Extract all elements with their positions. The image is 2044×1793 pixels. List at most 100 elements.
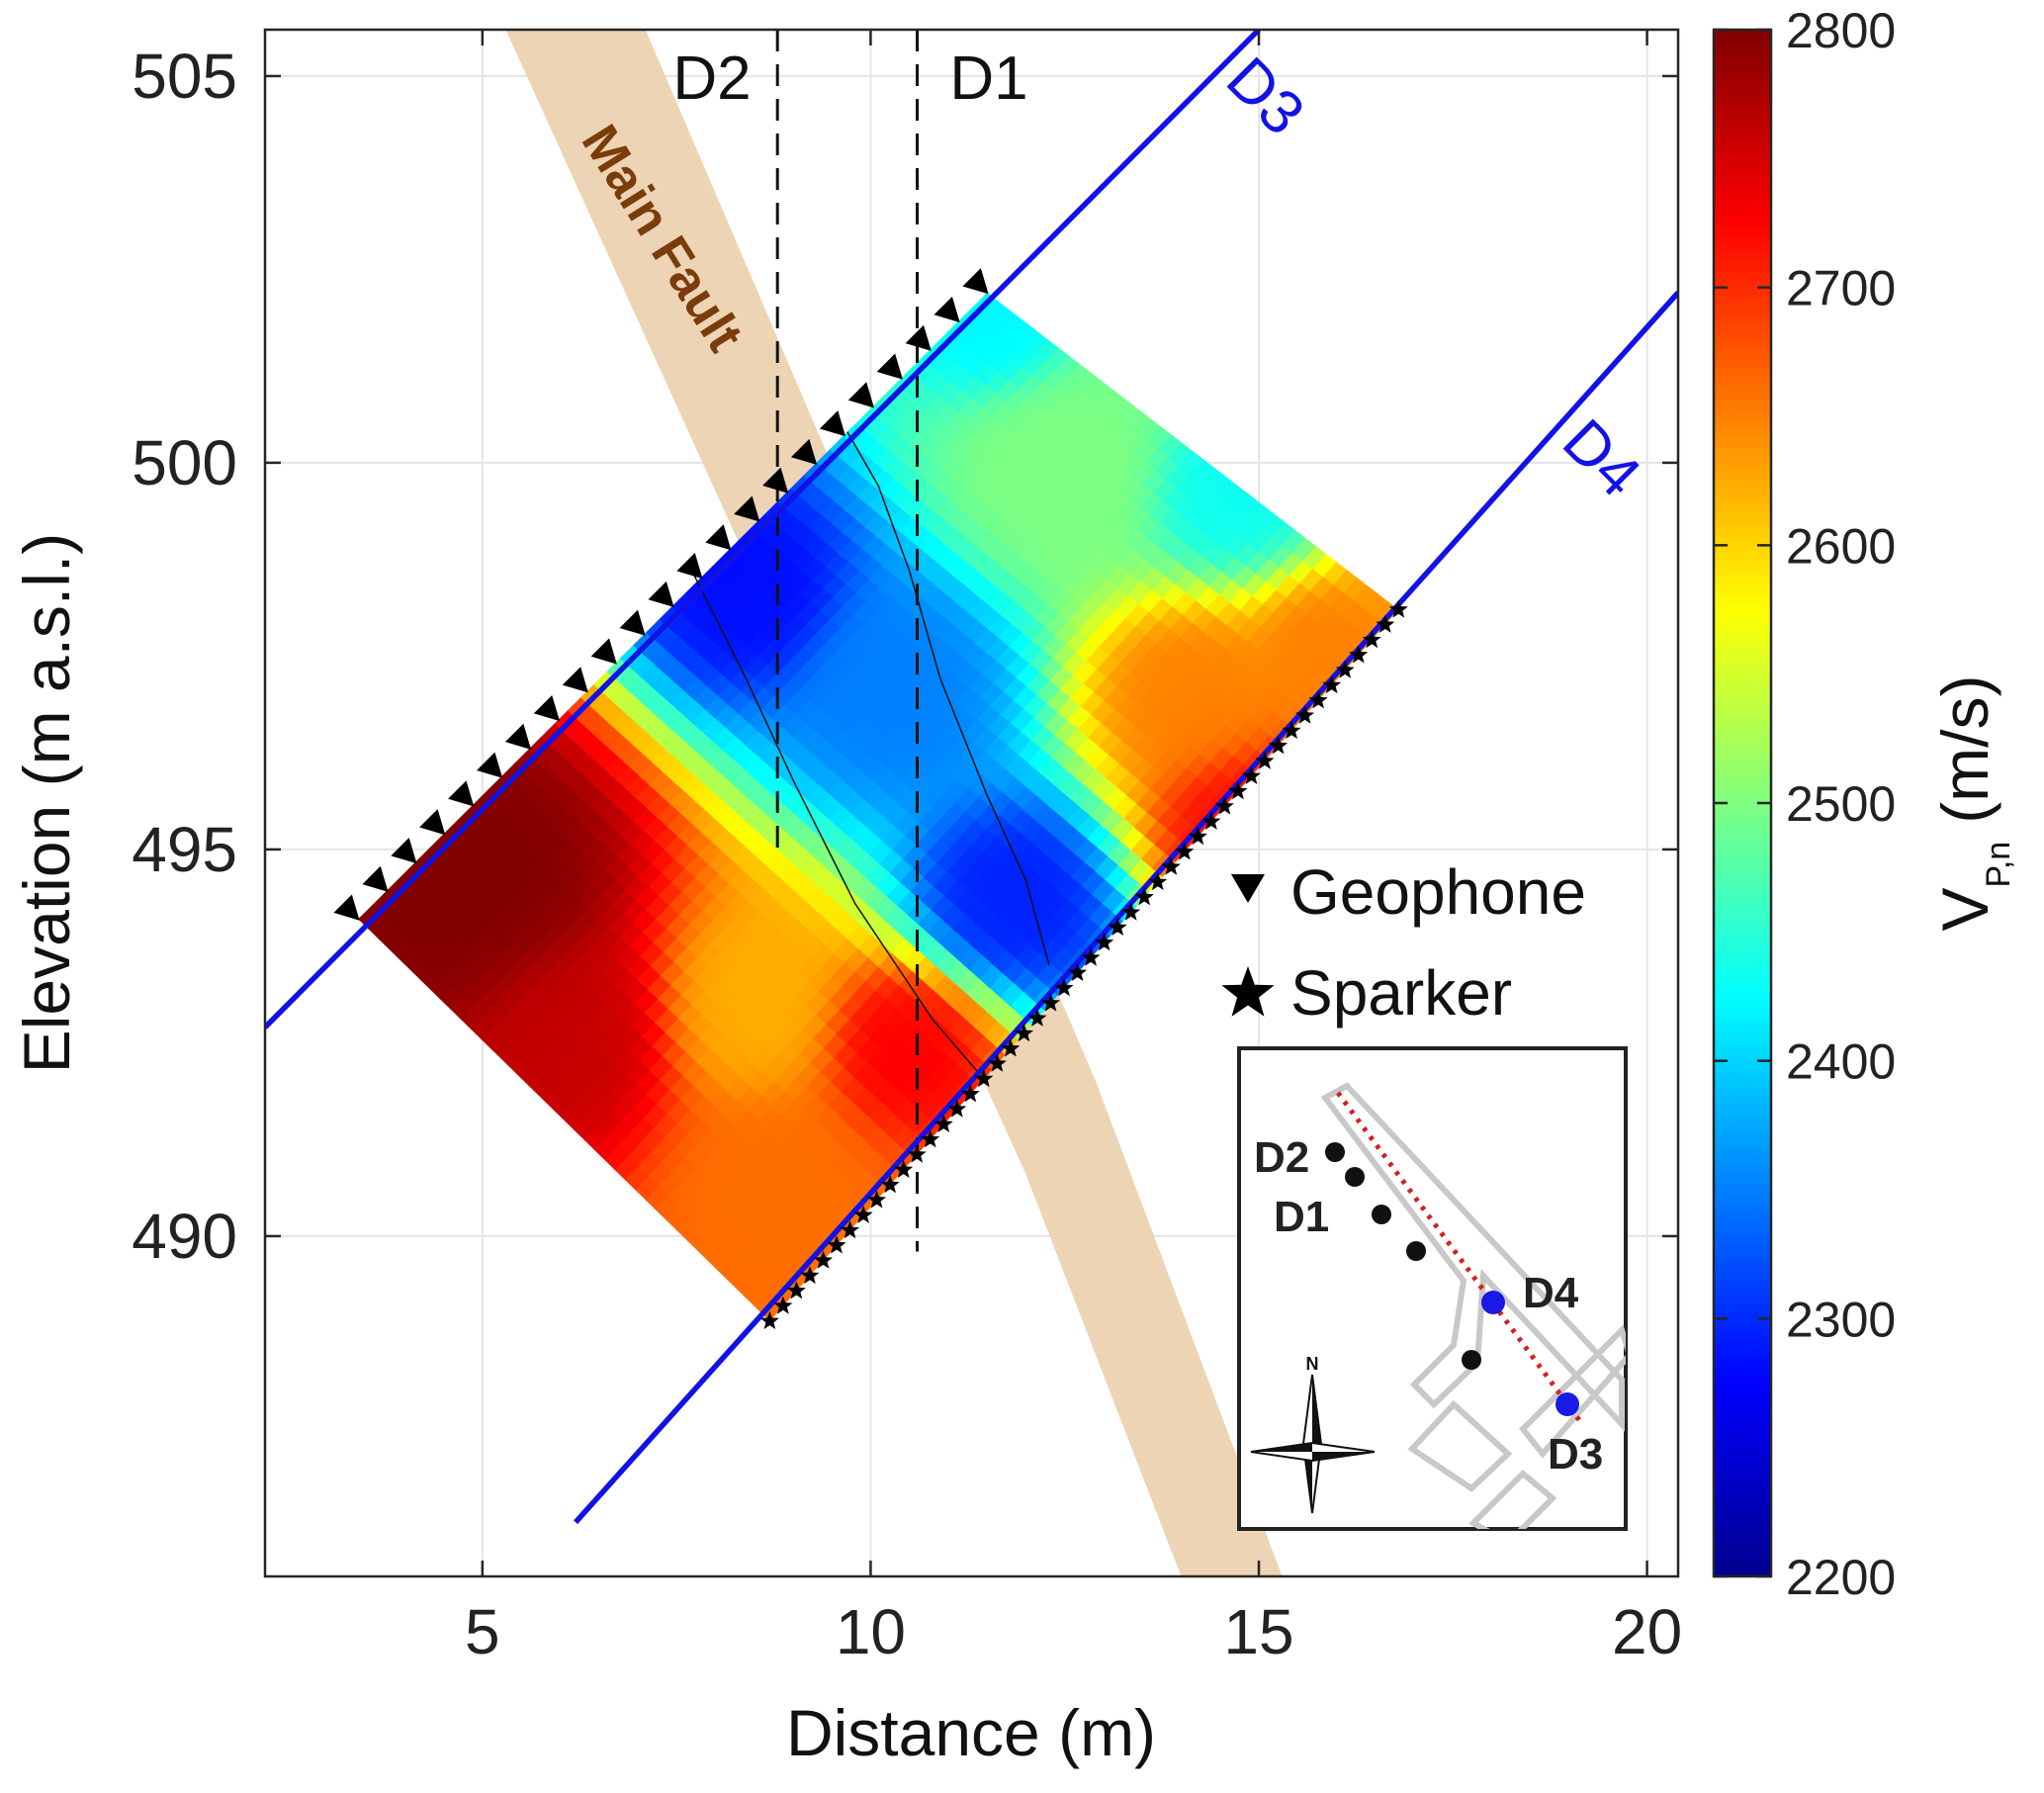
- colorbar-tick-label: 2200: [1786, 1550, 1896, 1605]
- geophone-marker: [477, 752, 503, 778]
- sparker-marker: [1161, 856, 1181, 875]
- legend: Geophone Sparker: [1221, 856, 1586, 1029]
- sparker-marker: [773, 1296, 793, 1314]
- y-tick-label: 495: [132, 814, 237, 885]
- inset-label-d4: D4: [1523, 1269, 1579, 1317]
- geophone-marker: [648, 581, 674, 608]
- colorbar-title: VP,n (m/s): [1928, 675, 2017, 932]
- geophone-marker: [448, 780, 475, 807]
- inset-profile-line: [1335, 1091, 1585, 1426]
- colorbar-tick-label: 2500: [1786, 776, 1896, 832]
- inset-borehole-dot: [1406, 1241, 1426, 1261]
- y-axis-title: Elevation (m a.s.l.): [10, 533, 83, 1074]
- colorbar-tick-label: 2800: [1786, 3, 1896, 58]
- sparker-marker: [1242, 765, 1261, 784]
- colorbar-title-unit: (m/s): [1928, 675, 2001, 824]
- x-tick-label: 15: [1223, 1596, 1293, 1667]
- geophone-marker: [791, 438, 818, 466]
- sparker-marker: [1388, 599, 1408, 618]
- sparker-marker: [1308, 690, 1328, 709]
- sparker-marker: [907, 1144, 927, 1163]
- sparker-marker: [1054, 978, 1074, 997]
- sparker-legend-marker: [1221, 966, 1275, 1017]
- inset-borehole-dot: [1325, 1142, 1345, 1162]
- borehole-line-d4: [574, 291, 1678, 1525]
- borehole-line-d3: [265, 30, 1261, 1030]
- geophone-marker: [847, 382, 874, 408]
- geophone-marker: [619, 609, 646, 636]
- sparker-marker: [974, 1069, 994, 1088]
- sparker-marker: [960, 1084, 980, 1103]
- sparker-marker: [1282, 721, 1301, 739]
- borehole-lines: [265, 30, 1678, 1525]
- location-inset: D2 D1 D4 D3 N: [1237, 1046, 1628, 1531]
- y-tick-label: 505: [132, 41, 237, 112]
- colorbar-tick-label: 2400: [1786, 1034, 1896, 1090]
- sparker-marker: [1322, 675, 1342, 694]
- sparker-marker: [987, 1053, 1007, 1072]
- geophone-marker: [676, 553, 703, 580]
- geophone-marker: [333, 894, 360, 921]
- colorbar-tick-label: 2700: [1786, 261, 1896, 316]
- sparker-markers: [759, 599, 1408, 1329]
- geophone-marker: [391, 837, 417, 864]
- sparker-marker: [867, 1190, 887, 1209]
- axis-tick-labels: 5 10 15 20 490 495 500 505: [132, 41, 1682, 1667]
- colorbar-ticks: 2200 2300 2400 2500 2600 2700 2800: [1714, 3, 1896, 1605]
- inset-borehole-dot: [1372, 1205, 1391, 1224]
- sparker-marker: [1255, 751, 1275, 769]
- sparker-marker: [880, 1175, 900, 1194]
- sparker-marker: [1081, 947, 1101, 966]
- sparker-marker: [1269, 736, 1289, 755]
- borehole-label-d2: D2: [672, 45, 751, 113]
- colorbar-tick-label: 2300: [1786, 1292, 1896, 1347]
- sparker-marker: [1228, 781, 1248, 800]
- sparker-marker: [1201, 811, 1221, 830]
- inset-borehole-dot: [1462, 1350, 1481, 1370]
- compass-north-label: N: [1306, 1354, 1319, 1374]
- colorbar-tick-label: 2600: [1786, 518, 1896, 574]
- sparker-marker: [759, 1310, 779, 1329]
- inset-label-d2: D2: [1254, 1133, 1309, 1182]
- geophone-legend-label: Geophone: [1290, 856, 1586, 928]
- sparker-marker: [1175, 842, 1195, 860]
- sparker-marker: [947, 1099, 967, 1118]
- geophone-marker: [590, 638, 617, 665]
- geophone-marker: [362, 865, 389, 892]
- geophone-marker: [876, 353, 903, 380]
- sparker-legend-label: Sparker: [1290, 957, 1512, 1029]
- x-tick-label: 10: [836, 1596, 906, 1667]
- sparker-marker: [1134, 887, 1154, 906]
- colorbar-title-sub: P,n: [1980, 842, 2017, 888]
- velocity-contour: [691, 571, 980, 1075]
- x-axis-title: Distance (m): [786, 1696, 1156, 1769]
- sparker-marker: [1349, 645, 1369, 664]
- sparker-marker: [921, 1129, 940, 1148]
- geophone-marker: [762, 467, 789, 493]
- contour-lines: [691, 431, 1050, 1075]
- sparker-marker: [1188, 827, 1207, 846]
- geophone-marker: [933, 296, 960, 323]
- inset-borehole-dot: [1345, 1167, 1365, 1187]
- sparker-marker: [1041, 993, 1060, 1012]
- inset-label-d3: D3: [1548, 1430, 1603, 1479]
- geophone-marker: [419, 809, 446, 836]
- sparker-marker: [1014, 1024, 1033, 1042]
- geophone-markers: [333, 268, 989, 921]
- x-tick-label: 5: [465, 1596, 500, 1667]
- sparker-marker: [1095, 933, 1114, 951]
- sparker-marker: [894, 1159, 914, 1178]
- sparker-marker: [1362, 630, 1381, 649]
- sparker-marker: [841, 1220, 860, 1239]
- compass-rose: N: [1250, 1354, 1376, 1514]
- sparker-marker: [1295, 705, 1315, 724]
- sparker-marker: [1148, 872, 1168, 891]
- borehole-label-d1: D1: [949, 45, 1027, 113]
- geophone-marker: [562, 667, 588, 693]
- x-tick-label: 20: [1612, 1596, 1682, 1667]
- sparker-marker: [1376, 614, 1395, 633]
- geophone-marker: [705, 524, 732, 551]
- sparker-marker: [786, 1281, 806, 1300]
